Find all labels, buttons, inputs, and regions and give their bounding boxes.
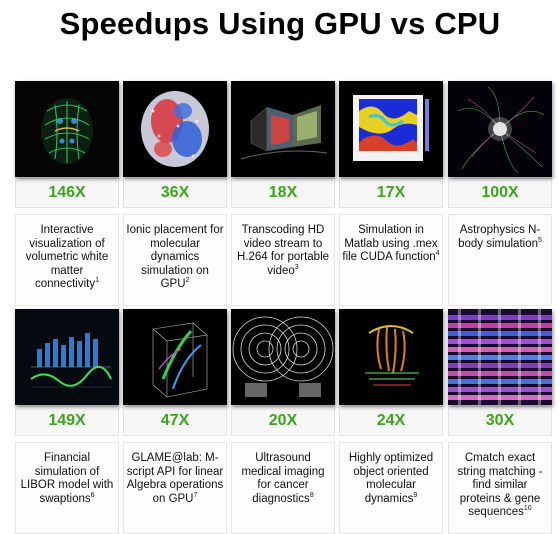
speedup-value: 47X	[123, 406, 227, 436]
speedup-value: 36X	[123, 178, 227, 208]
speedup-card: 24X Highly optimized object oriented mol…	[339, 309, 443, 534]
speedup-description: Astrophysics N-body simulation5	[448, 214, 552, 306]
3d-volume-image	[123, 309, 227, 405]
matlab-heatmap-image	[339, 81, 443, 177]
speedup-card: 100X Astrophysics N-body simulation5	[448, 81, 552, 306]
molecule-image	[123, 81, 227, 177]
speedup-value: 20X	[231, 406, 335, 436]
speedup-card: 149X Financial simulation of LIBOR model…	[15, 309, 119, 534]
page-title: Speedups Using GPU vs CPU	[59, 6, 501, 41]
speedup-card: 146X Interactive visualization of volume…	[15, 81, 119, 306]
ultrasound-image	[231, 309, 335, 405]
nbody-galaxy-image	[448, 81, 552, 177]
speedup-value: 146X	[15, 178, 119, 208]
protein-structure-image	[339, 309, 443, 405]
speedup-description: Ionic placement for molecular dynamics s…	[123, 214, 227, 306]
brain-scan-image	[15, 81, 119, 177]
speedup-description: Cmatch exact string matching - find simi…	[448, 442, 552, 534]
speedup-description: Highly optimized object oriented molecul…	[339, 442, 443, 534]
financial-chart-image	[15, 309, 119, 405]
speedup-description: Interactive visualization of volumetric …	[15, 214, 119, 306]
speedup-card: 18X Transcoding HD video stream to H.264…	[231, 81, 335, 306]
speedup-card: 30X Cmatch exact string matching - find …	[448, 309, 552, 534]
speedup-card: 20X Ultrasound medical imaging for cance…	[231, 309, 335, 534]
speedup-value: 18X	[231, 178, 335, 208]
speedup-value: 149X	[15, 406, 119, 436]
speedup-description: Simulation in Matlab using .mex file CUD…	[339, 214, 443, 306]
speedup-value: 17X	[339, 178, 443, 208]
speedup-card: 36X Ionic placement for molecular dynami…	[123, 81, 227, 306]
video-stream-image	[231, 81, 335, 177]
speedup-description: Transcoding HD video stream to H.264 for…	[231, 214, 335, 306]
speedup-description: Financial simulation of LIBOR model with…	[15, 442, 119, 534]
speedup-description: Ultrasound medical imaging for cancer di…	[231, 442, 335, 534]
gene-sequence-image	[448, 309, 552, 405]
speedup-value: 100X	[448, 178, 552, 208]
speedup-card: 17X Simulation in Matlab using .mex file…	[339, 81, 443, 306]
speedup-value: 30X	[448, 406, 552, 436]
speedup-card: 47X GLAME@lab: M-script API for linear A…	[123, 309, 227, 534]
speedup-description: GLAME@lab: M-script API for linear Algeb…	[123, 442, 227, 534]
speedup-value: 24X	[339, 406, 443, 436]
speedup-grid: 146X Interactive visualization of volume…	[15, 81, 552, 534]
